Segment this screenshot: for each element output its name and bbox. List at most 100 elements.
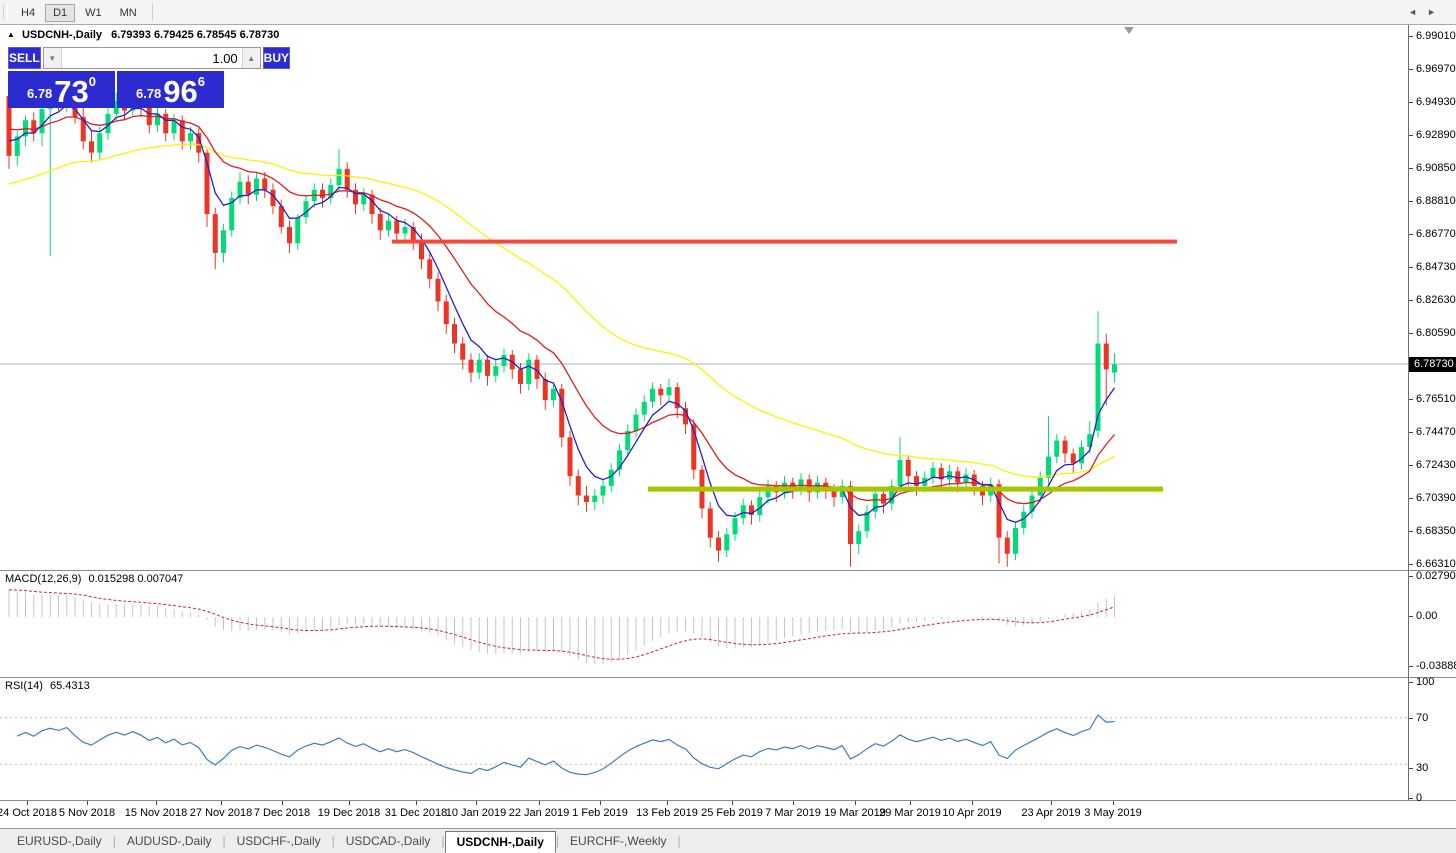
price-tick-label: 6.80590 [1416,327,1456,339]
axis-tick [1409,616,1413,617]
price-tick-label: 6.82630 [1416,294,1456,306]
date-tick-label[interactable]: 10 Jan 2019 [445,807,507,819]
date-tick-label[interactable]: 24 Oct 2018 [0,807,57,819]
date-tick-label[interactable]: 19 Dec 2018 [317,807,381,819]
timeframe-button-w1[interactable]: W1 [85,7,102,19]
axis-tick [1409,234,1413,235]
rsi-value: 65.4313 [49,680,90,692]
candle-up [229,191,235,237]
macd-pane[interactable] [0,571,1408,677]
toolbar-grip [3,4,8,20]
candle-up [1021,505,1027,535]
candle-down [262,172,268,198]
rsi-pane[interactable] [0,678,1408,800]
price-tick-label: 6.99010 [1416,30,1456,42]
sell-price-base: 6.78 [26,86,53,101]
tab-divider: | [677,834,681,848]
candle-down [270,183,276,215]
date-tick-label[interactable]: 3 May 2019 [1084,807,1142,819]
date-tick-label[interactable]: 22 Jan 2019 [508,807,570,819]
candle-up [336,149,342,192]
date-tick-label[interactable]: 27 Nov 2018 [189,807,253,819]
candle-down [89,129,94,163]
macd-signal-line [8,589,1115,660]
candle-down [1062,435,1068,464]
date-tick [1051,801,1052,805]
date-tick [282,801,283,805]
date-tick-label[interactable]: 10 Apr 2019 [942,807,1002,819]
buy-price-display[interactable]: 6.78 96 6 [117,71,224,108]
timeframe-button-mn[interactable]: MN [119,7,137,19]
tab-scroll-right-icon[interactable]: ► [1427,7,1446,17]
resistance-line[interactable] [392,239,1177,244]
tab-eurusd-daily[interactable]: EURUSD-,Daily [17,834,102,848]
tab-scroll-left-icon[interactable]: ◄ [1408,7,1428,17]
timeframe-buttons: H4 D1 W1 MN [12,3,146,22]
price-tick-label: 6.86770 [1416,228,1456,240]
axis-tick [1409,267,1413,268]
axis-tick [1409,576,1413,577]
price-tick-label: 0 [1416,792,1423,804]
price-tick-label: 6.68350 [1416,525,1456,537]
tab-usdcad-daily[interactable]: USDCAD-,Daily [345,834,431,848]
volume-input[interactable] [61,48,242,68]
tab-divider: | [222,834,226,848]
support-line[interactable] [648,486,1163,492]
rsi-line [17,714,1115,776]
candle-down [452,317,457,354]
candle-up [155,107,160,132]
date-tick-label[interactable]: 19 Mar 2019 [824,807,886,819]
candle-up [1112,353,1117,383]
volume-decrease-button[interactable]: ▼ [43,48,62,68]
date-tick [416,801,417,805]
date-tick [27,801,28,805]
date-tick-label[interactable]: 7 Dec 2018 [253,807,311,819]
tab-divider: | [112,834,116,848]
timeframe-toolbar: H4 D1 W1 MN [0,0,1456,25]
date-tick-label[interactable]: 31 Dec 2018 [384,807,448,819]
chart-shift-icon[interactable] [1124,27,1134,34]
candle-up [666,379,672,402]
ma-line-fast [8,104,1116,523]
pane-separator-main-macd[interactable] [0,570,1456,571]
candle-down [707,502,713,548]
candle-up [23,115,28,147]
rsi-chart[interactable] [0,678,1408,800]
buy-button[interactable]: BUY [262,47,291,69]
tab-divider: | [331,834,335,848]
candle-down [559,383,565,448]
sell-price-display[interactable]: 6.78 73 0 [8,71,115,108]
tab-eurchf-weekly[interactable]: EURCHF-,Weekly [570,834,667,848]
date-tick [476,801,477,805]
macd-chart[interactable] [0,571,1408,677]
candle-down [460,337,466,370]
axis-tick [1409,36,1413,37]
candle-up [864,505,870,538]
date-tick-label[interactable]: 25 Feb 2019 [701,807,763,819]
date-axis[interactable]: 24 Oct 2018 5 Nov 2018 15 Nov 2018 27 Nov 2… [0,801,1456,827]
date-tick-label[interactable]: 5 Nov 2018 [58,807,116,819]
sell-button[interactable]: SELL [8,47,41,69]
price-tick-label: 6.84730 [1416,261,1456,273]
collapse-panel-icon[interactable]: ▲ [7,30,15,39]
price-axis[interactable]: 6.99010 6.96970 6.94930 6.92890 6.90850 6.888… [1409,25,1456,570]
tab-usdchf-daily[interactable]: USDCHF-,Daily [236,834,321,848]
date-tick-label[interactable]: 1 Feb 2019 [572,807,628,819]
tab-usdcnh-daily[interactable]: USDCNH-,Daily [444,830,556,853]
date-tick-label[interactable]: 7 Mar 2019 [765,807,821,819]
tab-audusd-daily[interactable]: AUDUSD-,Daily [126,834,212,848]
candle-down [575,469,581,506]
volume-increase-button[interactable]: ▲ [241,48,260,68]
date-tick-label[interactable]: 29 Mar 2019 [879,807,941,819]
price-tick-label: 6.70390 [1416,492,1456,504]
date-tick-label[interactable]: 23 Apr 2019 [1021,807,1081,819]
timeframe-button-h4[interactable]: H4 [21,7,36,19]
candle-up [237,172,243,205]
date-tick-label[interactable]: 13 Feb 2019 [636,807,698,819]
date-tick-label[interactable]: 15 Nov 2018 [124,807,188,819]
candle-down [245,175,251,205]
timeframe-button-d1[interactable]: D1 [45,4,76,22]
candle-up [476,353,482,380]
pane-separator-macd-rsi[interactable] [0,677,1456,678]
macd-axis: 0.02790 0.00 -0.03888 [1409,570,1456,677]
